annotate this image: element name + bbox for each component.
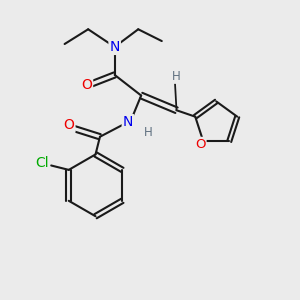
Text: O: O bbox=[195, 138, 206, 151]
Text: Cl: Cl bbox=[35, 155, 49, 170]
Text: N: N bbox=[123, 115, 133, 129]
Text: O: O bbox=[81, 78, 92, 92]
Text: O: O bbox=[64, 118, 74, 132]
Text: H: H bbox=[144, 126, 153, 139]
Text: N: N bbox=[110, 40, 120, 54]
Text: H: H bbox=[172, 70, 181, 83]
